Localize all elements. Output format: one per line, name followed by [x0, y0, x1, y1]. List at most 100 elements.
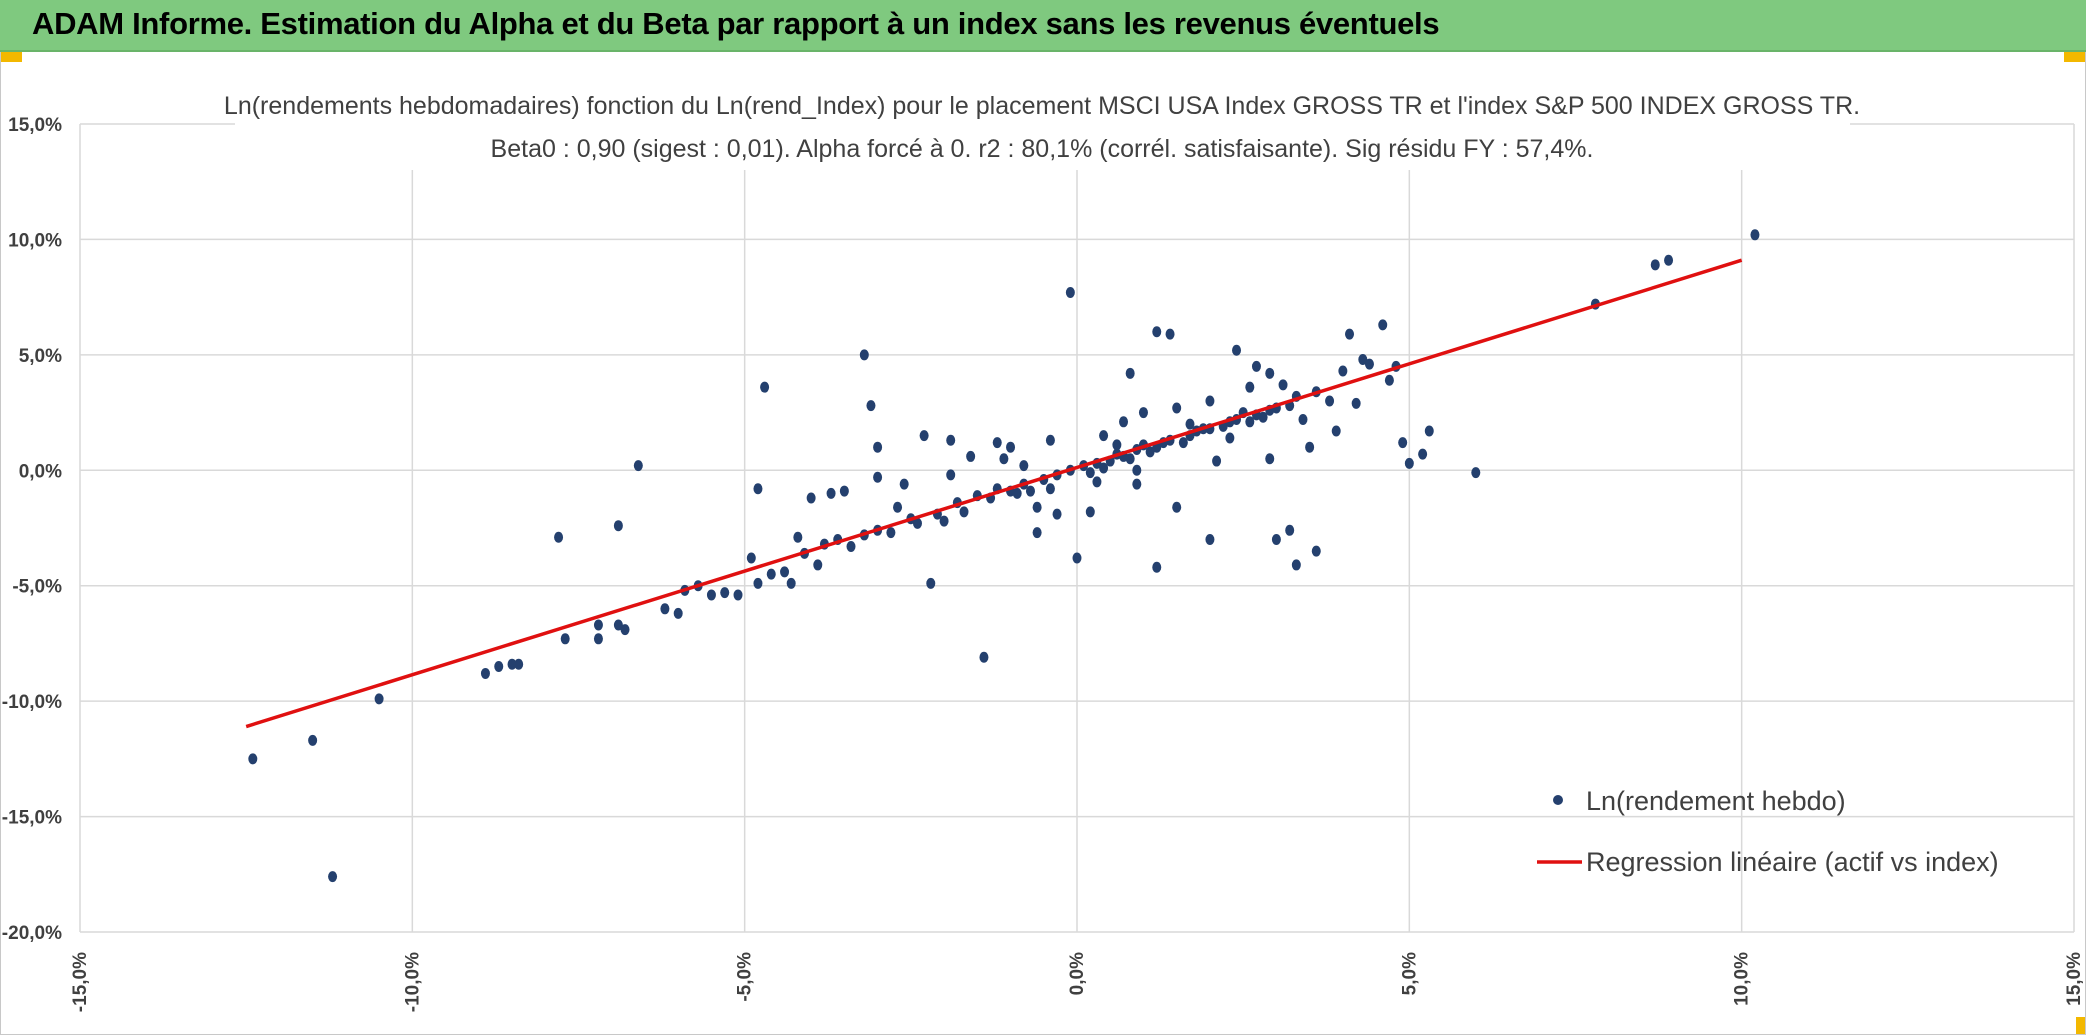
data-point [1424, 425, 1434, 437]
x-tick-label: -15,0% [70, 952, 91, 1012]
data-point [926, 577, 936, 589]
x-tick-label: 5,0% [1399, 952, 1420, 995]
x-tick-label: -5,0% [735, 952, 756, 1002]
data-point [1132, 464, 1142, 476]
data-point [480, 667, 490, 679]
data-point [1251, 360, 1261, 372]
data-point [593, 619, 603, 631]
data-point [1298, 413, 1308, 425]
data-point [760, 381, 770, 393]
data-point [893, 501, 903, 513]
data-point [1378, 319, 1388, 331]
data-point [1172, 501, 1182, 513]
data-point [1338, 365, 1348, 377]
y-tick-label: -20,0% [2, 923, 62, 944]
y-tick-label: 0,0% [19, 461, 62, 482]
data-point [873, 471, 883, 483]
data-point [328, 871, 338, 883]
data-point [1232, 344, 1242, 356]
data-point [1165, 328, 1175, 340]
data-point [1025, 485, 1035, 497]
data-point [1384, 374, 1394, 386]
y-tick-label: 15,0% [8, 115, 62, 136]
data-point [1285, 524, 1295, 536]
data-point [720, 587, 730, 599]
data-point [1265, 453, 1275, 465]
data-point [1045, 483, 1055, 495]
header-banner: ADAM Informe. Estimation du Alpha et du … [0, 0, 2086, 52]
x-tick-label: -10,0% [402, 952, 423, 1012]
data-point [1291, 559, 1301, 571]
data-point [1225, 432, 1235, 444]
data-point [1072, 552, 1082, 564]
y-tick-label: -10,0% [2, 692, 62, 713]
data-point [912, 517, 922, 529]
data-point [1112, 439, 1122, 451]
data-point [866, 400, 876, 412]
data-point [999, 453, 1009, 465]
data-point [753, 577, 763, 589]
y-tick-label: -15,0% [2, 808, 62, 829]
data-point [1205, 534, 1215, 546]
data-point [1092, 476, 1102, 488]
data-point [766, 568, 776, 580]
data-point [813, 559, 823, 571]
data-point [1125, 453, 1135, 465]
corner-marker-right [2064, 52, 2086, 62]
data-point [1418, 448, 1428, 460]
data-point [1245, 416, 1255, 428]
data-point [1125, 367, 1135, 379]
data-point [308, 734, 318, 746]
data-point [959, 506, 969, 518]
legend: Ln(rendement hebdo) Regression linéaire … [1537, 786, 1999, 877]
legend-label-points: Ln(rendement hebdo) [1586, 786, 1846, 816]
data-point [1650, 259, 1660, 271]
data-point [1099, 462, 1109, 474]
data-point [1664, 254, 1674, 266]
regression-line [245, 258, 1743, 729]
data-point [673, 607, 683, 619]
data-point [706, 589, 716, 601]
x-tick-label: 15,0% [2064, 952, 2085, 1006]
y-tick-label: 5,0% [19, 346, 62, 367]
data-point [786, 577, 796, 589]
data-point [886, 527, 896, 539]
data-point [660, 603, 670, 615]
data-point [507, 658, 517, 670]
data-point [1152, 326, 1162, 338]
legend-marker-points [1553, 795, 1563, 805]
data-point [1085, 467, 1095, 479]
chart-title-line2: Beta0 : 0,90 (sigest : 0,01). Alpha forc… [491, 135, 1594, 163]
data-point [494, 661, 504, 673]
data-point [514, 658, 524, 670]
data-point [1325, 395, 1335, 407]
data-point [1119, 416, 1129, 428]
data-point [1172, 402, 1182, 414]
data-point [1311, 545, 1321, 557]
data-point [1278, 379, 1288, 391]
data-point [1345, 328, 1355, 340]
data-point [1245, 381, 1255, 393]
data-point [1265, 367, 1275, 379]
data-point [374, 693, 384, 705]
data-point [633, 460, 643, 472]
data-point [1065, 287, 1075, 299]
data-point [746, 552, 756, 564]
data-point [1145, 446, 1155, 458]
data-point [1351, 397, 1361, 409]
data-point [1006, 441, 1016, 453]
data-point [620, 624, 630, 636]
data-point [899, 478, 909, 490]
data-point [1012, 487, 1022, 499]
chart-title-line1: Ln(rendements hebdomadaires) fonction du… [224, 92, 1860, 120]
data-point [846, 540, 856, 552]
data-point [966, 450, 976, 462]
data-point [1358, 353, 1368, 365]
data-point [826, 487, 836, 499]
data-point [1305, 441, 1315, 453]
data-point [753, 483, 763, 495]
data-point [1099, 430, 1109, 442]
data-point [1152, 561, 1162, 573]
corner-marker-left [0, 52, 22, 62]
y-tick-label: -5,0% [12, 577, 62, 598]
